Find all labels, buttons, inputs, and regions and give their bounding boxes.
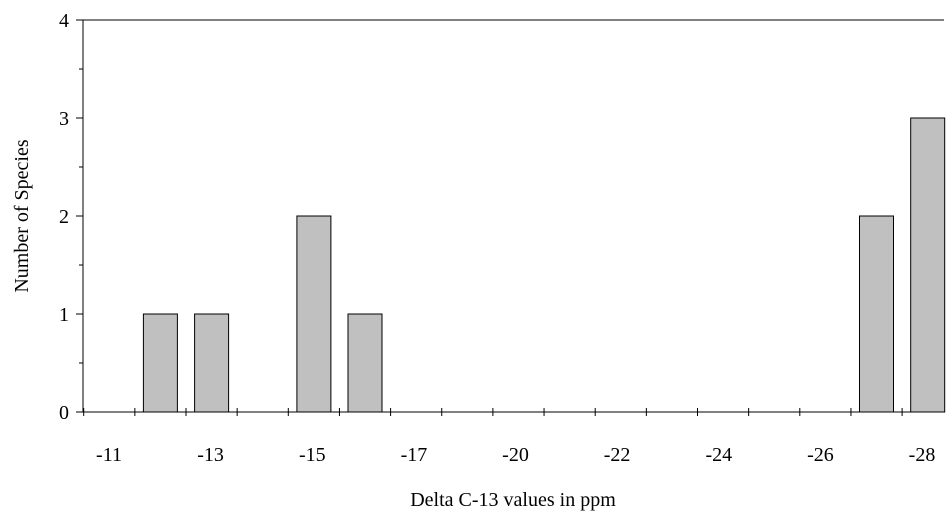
x-tick-label--15: -15 [299, 444, 326, 466]
y-tick-label-1: 1 [59, 304, 69, 326]
bar--15 [296, 215, 332, 413]
x-tick-label--24: -24 [705, 444, 732, 466]
bar--13 [194, 313, 230, 413]
bar--16 [347, 313, 383, 413]
x-tick-label--11: -11 [96, 444, 122, 466]
x-tick-label--13: -13 [197, 444, 224, 466]
y-tick-label-0: 0 [59, 402, 69, 424]
bar--26 [859, 215, 894, 413]
x-axis-title: Delta C-13 values in ppm [410, 489, 616, 511]
y-ticks-group: 0 1 2 3 4 [59, 10, 83, 424]
x-tick-label--20: -20 [502, 444, 529, 466]
y-axis-title: Number of Species [11, 139, 33, 293]
x-ticks-group: -11 -13 -15 -17 -20 -22 -24 -26 -28 [83, 408, 936, 466]
x-tick-label--17: -17 [401, 444, 428, 466]
x-tick-label--26: -26 [807, 444, 834, 466]
x-tick-label--28: -28 [909, 444, 936, 466]
y-tick-label-4: 4 [59, 10, 69, 32]
bar--12 [142, 313, 178, 413]
y-tick-label-2: 2 [59, 206, 69, 228]
x-tick-label--22: -22 [604, 444, 631, 466]
y-tick-label-3: 3 [59, 108, 69, 130]
bars-group [142, 117, 946, 413]
bar--27 [910, 117, 946, 413]
